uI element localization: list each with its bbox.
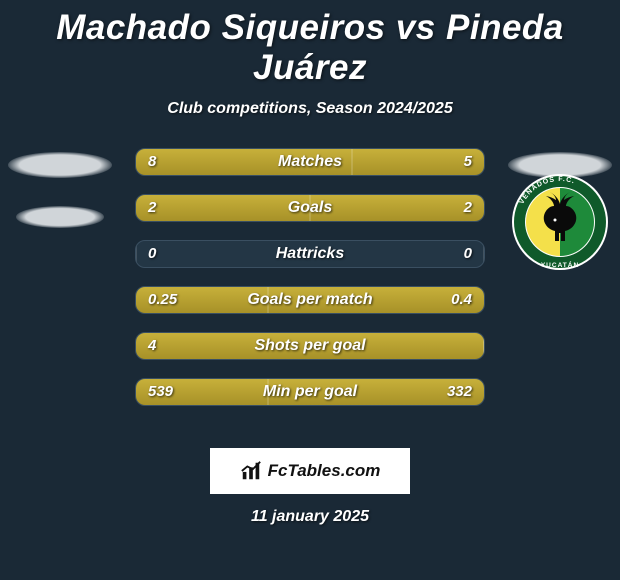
stat-bar: Min per goal539 332: [135, 378, 485, 406]
right-team-column: VENADOS F.C. YUCATÁN: [500, 148, 620, 274]
source-attribution: FcTables.com: [210, 448, 410, 494]
chart-icon: [240, 460, 262, 482]
stat-label: Shots per goal: [136, 333, 484, 359]
subtitle: Club competitions, Season 2024/2025: [0, 100, 620, 118]
stat-value-left: 0: [148, 241, 156, 267]
stat-bar: Matches8 5: [135, 148, 485, 176]
source-label: FcTables.com: [268, 461, 381, 481]
svg-text:YUCATÁN: YUCATÁN: [541, 260, 579, 269]
stat-value-right: 0: [464, 241, 472, 267]
left-team-column: [0, 148, 120, 228]
venados-badge-icon: VENADOS F.C. YUCATÁN: [510, 172, 610, 272]
stat-label: Goals per match: [136, 287, 484, 313]
stat-label: Min per goal: [136, 379, 484, 405]
stat-label: Matches: [136, 149, 484, 175]
date-label: 11 january 2025: [0, 508, 620, 526]
stat-bar: Hattricks0 0: [135, 240, 485, 268]
stat-value-left: 539: [148, 379, 173, 405]
stat-value-right: 2: [464, 195, 472, 221]
stat-bar: Goals2 2: [135, 194, 485, 222]
stat-value-right: 5: [464, 149, 472, 175]
badge-placeholder-shadow: [16, 206, 104, 228]
stat-bar: Shots per goal4: [135, 332, 485, 360]
stat-value-left: 0.25: [148, 287, 177, 313]
team-badge: VENADOS F.C. YUCATÁN: [508, 170, 612, 274]
stat-value-left: 2: [148, 195, 156, 221]
stat-value-left: 8: [148, 149, 156, 175]
player-placeholder-shadow: [8, 152, 112, 178]
stat-label: Hattricks: [136, 241, 484, 267]
stat-value-left: 4: [148, 333, 156, 359]
page-title: Machado Siqueiros vs Pineda Juárez: [0, 0, 620, 88]
stat-value-right: 0.4: [451, 287, 472, 313]
stat-bars: Matches8 5 Goals2 2 Hattricks0 0 Goals per mat…: [135, 148, 485, 424]
stat-value-right: 332: [447, 379, 472, 405]
stat-label: Goals: [136, 195, 484, 221]
stat-bar: Goals per match0.25 0.4: [135, 286, 485, 314]
